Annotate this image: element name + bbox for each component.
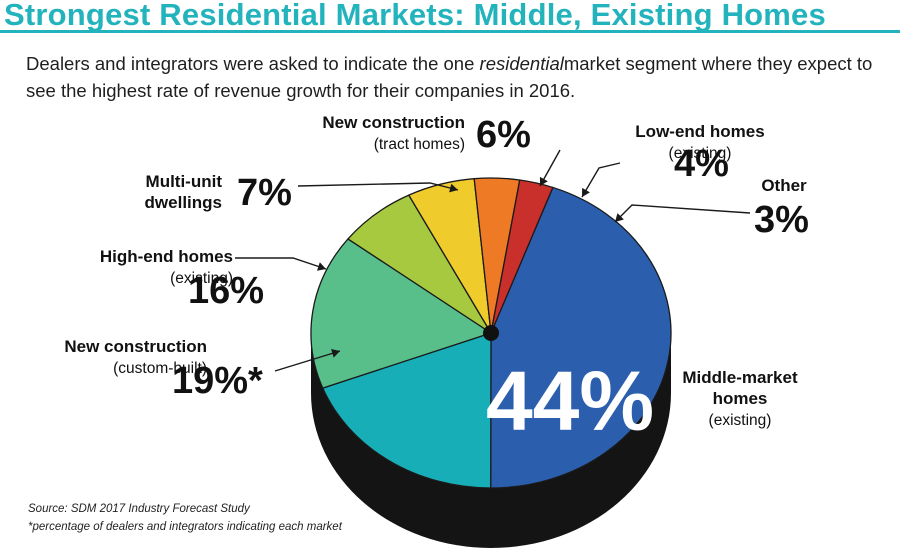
category-label-multiunit-line-1: Multi-unit	[146, 172, 223, 191]
slice-labels: 44% Middle-market homes (existing) 19%* New c…	[64, 113, 809, 448]
pie-side-wall	[311, 333, 671, 548]
category-label-lowend-line-1: Low-end homes	[635, 122, 764, 141]
pie-side	[311, 333, 671, 548]
leader-line-highend	[235, 257, 327, 270]
category-label-highend-line-1: High-end homes	[100, 247, 233, 266]
value-label-multiunit: 7%	[237, 172, 292, 214]
value-label-middle: 44%	[486, 354, 654, 448]
pie-slice-custom	[322, 332, 492, 489]
leader-arrow-highend	[316, 262, 326, 271]
pie-center-dot	[483, 325, 499, 341]
value-label-custom: 19%*	[172, 360, 263, 402]
value-label-lowend: 4%	[674, 143, 729, 185]
category-label-middle-line-3: (existing)	[709, 412, 772, 429]
category-label-tract-line-2: (tract homes)	[374, 136, 465, 153]
leader-line-lowend	[581, 162, 621, 198]
category-label-middle-line-1: Middle-market	[682, 368, 798, 387]
pie-slice-highend	[310, 238, 492, 389]
title-bar: Strongest Residential Markets: Middle, E…	[0, 0, 900, 33]
pie-slice-other	[490, 179, 554, 334]
pie-top	[310, 177, 672, 489]
leader-lines	[235, 149, 751, 372]
category-label-lowend-line-2: (existing)	[669, 145, 732, 162]
category-label-custom-line-2: (custom-built)	[113, 360, 207, 377]
leader-arrow-multiunit	[449, 183, 458, 193]
category-label-middle-line-2: homes	[713, 389, 768, 408]
page-title: Strongest Residential Markets: Middle, E…	[4, 0, 826, 32]
chart-subtitle: Dealers and integrators were asked to in…	[26, 50, 886, 104]
leader-arrow-custom	[331, 349, 340, 358]
value-label-other: 3%	[754, 199, 809, 241]
category-label-tract-line-1: New construction	[322, 113, 465, 132]
footnote: *percentage of dealers and integrators i…	[28, 521, 342, 533]
title-underline	[0, 30, 900, 33]
category-label-other-line-1: Other	[761, 176, 807, 195]
category-label-custom-line-1: New construction	[64, 337, 207, 356]
subtitle-emphasis: residential	[479, 53, 564, 74]
category-label-highend-line-2: (existing)	[170, 270, 233, 287]
pie-slice-middle	[490, 186, 672, 489]
category-label-multiunit-line-2: dwellings	[145, 193, 222, 212]
leader-line-multiunit	[297, 182, 459, 191]
leader-arrow-lowend	[582, 187, 590, 197]
leader-arrow-other	[615, 213, 624, 222]
leader-line-other	[614, 204, 751, 223]
source-note: Source: SDM 2017 Industry Forecast Study	[28, 503, 250, 515]
value-label-highend: 16%	[188, 270, 264, 312]
leader-line-custom	[274, 350, 341, 372]
value-label-tract: 6%	[476, 114, 531, 156]
subtitle-text-start: Dealers and integrators were asked to in…	[26, 53, 480, 74]
subtitle-text-end: market segment where they expect to see …	[26, 53, 873, 101]
leader-arrow-tract	[539, 176, 548, 186]
